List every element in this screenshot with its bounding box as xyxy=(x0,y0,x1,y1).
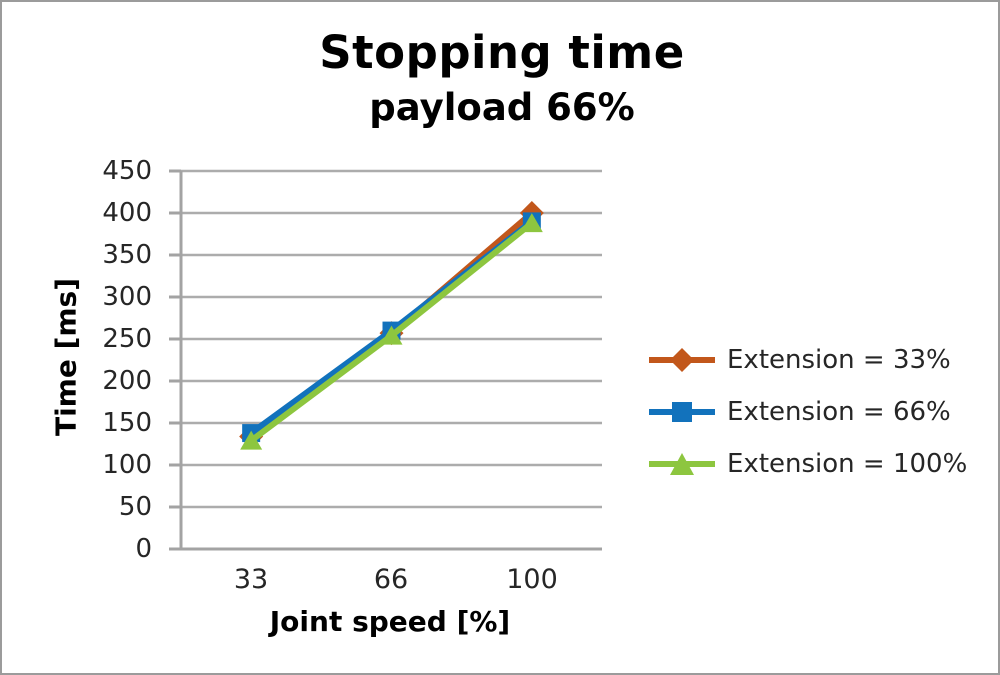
legend-item: Extension = 66% xyxy=(647,397,967,427)
legend: Extension = 33% Extension = 66% Extensio… xyxy=(647,345,968,503)
x-axis-title: Joint speed [%] xyxy=(269,605,511,638)
legend-marker-triangle-icon xyxy=(649,453,715,475)
chart-title: Stopping time xyxy=(319,26,685,79)
y-tick-label: 400 xyxy=(102,198,152,228)
x-tick-label: 66 xyxy=(373,564,409,595)
y-tick-label: 450 xyxy=(102,156,152,186)
y-tick-label: 350 xyxy=(102,240,152,270)
x-tick-label: 100 xyxy=(506,564,558,595)
y-tick-label: 100 xyxy=(102,450,152,480)
y-tick-label: 50 xyxy=(118,492,152,522)
chart-subtitle: payload 66% xyxy=(369,86,635,129)
x-tick-label: 33 xyxy=(233,564,269,595)
y-tick-label: 250 xyxy=(102,324,152,354)
legend-item: Extension = 100% xyxy=(647,449,968,479)
legend-marker-square-icon xyxy=(649,402,715,422)
y-tick-label: 150 xyxy=(102,408,152,438)
y-tick-label: 200 xyxy=(102,366,152,396)
y-tick-label: 300 xyxy=(102,282,152,312)
legend-label: Extension = 100% xyxy=(727,449,968,479)
legend-marker-diamond-icon xyxy=(649,348,715,372)
legend-item: Extension = 33% xyxy=(647,345,967,375)
legend-label: Extension = 33% xyxy=(727,345,951,375)
legend-label: Extension = 66% xyxy=(727,397,951,427)
y-tick-label: 0 xyxy=(135,534,152,564)
